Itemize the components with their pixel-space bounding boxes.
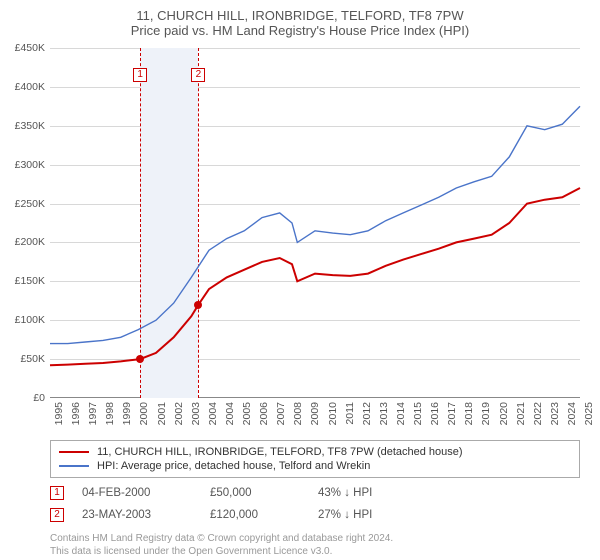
x-axis-tick-label: 2013 bbox=[378, 402, 390, 425]
x-axis-tick-label: 2007 bbox=[275, 402, 287, 425]
legend-label: HPI: Average price, detached house, Telf… bbox=[97, 460, 370, 472]
chart-title-line2: Price paid vs. HM Land Registry's House … bbox=[0, 23, 600, 42]
footer-line2: This data is licensed under the Open Gov… bbox=[50, 545, 580, 558]
x-axis-tick-label: 2003 bbox=[190, 402, 202, 425]
x-axis-tick-label: 2002 bbox=[173, 402, 185, 425]
x-axis-tick-label: 1995 bbox=[53, 402, 65, 425]
legend-item: HPI: Average price, detached house, Telf… bbox=[59, 459, 571, 473]
legend-label: 11, CHURCH HILL, IRONBRIDGE, TELFORD, TF… bbox=[97, 446, 463, 458]
x-axis-tick-label: 2018 bbox=[463, 402, 475, 425]
y-axis-tick-label: £200K bbox=[0, 236, 45, 248]
x-axis-tick-label: 1999 bbox=[121, 402, 133, 425]
sale-marker-icon: 2 bbox=[50, 508, 64, 522]
sale-row: 1 04-FEB-2000 £50,000 43% ↓ HPI bbox=[50, 482, 580, 504]
series-line-hpi bbox=[50, 106, 580, 343]
sales-table: 1 04-FEB-2000 £50,000 43% ↓ HPI 2 23-MAY… bbox=[50, 482, 580, 526]
x-axis-tick-label: 2023 bbox=[549, 402, 561, 425]
x-axis-tick-label: 2019 bbox=[480, 402, 492, 425]
y-axis-tick-label: £0 bbox=[0, 392, 45, 404]
sale-point-marker bbox=[136, 355, 144, 363]
x-axis-tick-label: 2005 bbox=[241, 402, 253, 425]
x-axis-tick-label: 2025 bbox=[583, 402, 595, 425]
sale-diff: 27% ↓ HPI bbox=[318, 509, 438, 521]
x-axis-tick-label: 1997 bbox=[87, 402, 99, 425]
x-axis-tick-label: 1998 bbox=[104, 402, 116, 425]
x-axis-tick-label: 2022 bbox=[532, 402, 544, 425]
x-axis-tick-label: 2011 bbox=[344, 402, 356, 425]
sale-index-label: 2 bbox=[191, 68, 205, 82]
y-axis-tick-label: £150K bbox=[0, 275, 45, 287]
y-axis-tick-label: £100K bbox=[0, 314, 45, 326]
sale-date: 04-FEB-2000 bbox=[82, 487, 192, 499]
chart-title-line1: 11, CHURCH HILL, IRONBRIDGE, TELFORD, TF… bbox=[0, 0, 600, 23]
legend-swatch bbox=[59, 451, 89, 453]
footer-line1: Contains HM Land Registry data © Crown c… bbox=[50, 532, 580, 545]
x-axis-tick-label: 2004 bbox=[207, 402, 219, 425]
x-axis-tick-label: 2014 bbox=[395, 402, 407, 425]
y-axis-tick-label: £350K bbox=[0, 120, 45, 132]
x-axis-tick-label: 2006 bbox=[258, 402, 270, 425]
sale-price: £120,000 bbox=[210, 509, 300, 521]
legend-item: 11, CHURCH HILL, IRONBRIDGE, TELFORD, TF… bbox=[59, 445, 571, 459]
sale-index-label: 1 bbox=[133, 68, 147, 82]
sale-row: 2 23-MAY-2003 £120,000 27% ↓ HPI bbox=[50, 504, 580, 526]
x-axis-tick-label: 2000 bbox=[138, 402, 150, 425]
y-axis-tick-label: £300K bbox=[0, 159, 45, 171]
x-axis-tick-label: 2012 bbox=[361, 402, 373, 425]
legend-swatch bbox=[59, 465, 89, 467]
x-axis-tick-label: 2015 bbox=[412, 402, 424, 425]
sale-diff: 43% ↓ HPI bbox=[318, 487, 438, 499]
chart-area: £0£50K£100K£150K£200K£250K£300K£350K£400… bbox=[50, 48, 580, 398]
footer-attribution: Contains HM Land Registry data © Crown c… bbox=[50, 532, 580, 558]
series-line-property bbox=[50, 188, 580, 365]
sale-price: £50,000 bbox=[210, 487, 300, 499]
x-axis-tick-label: 2021 bbox=[515, 402, 527, 425]
x-axis-tick-label: 2001 bbox=[156, 402, 168, 425]
y-axis-tick-label: £50K bbox=[0, 353, 45, 365]
sale-date: 23-MAY-2003 bbox=[82, 509, 192, 521]
y-axis-tick-label: £400K bbox=[0, 81, 45, 93]
sale-point-marker bbox=[194, 301, 202, 309]
x-axis-tick-label: 2016 bbox=[429, 402, 441, 425]
x-axis-tick-label: 2017 bbox=[446, 402, 458, 425]
x-axis-tick-label: 2010 bbox=[327, 402, 339, 425]
x-axis-tick-label: 2020 bbox=[498, 402, 510, 425]
x-axis-tick-label: 2009 bbox=[309, 402, 321, 425]
plot-region: £0£50K£100K£150K£200K£250K£300K£350K£400… bbox=[50, 48, 580, 398]
legend: 11, CHURCH HILL, IRONBRIDGE, TELFORD, TF… bbox=[50, 440, 580, 478]
x-axis-tick-label: 2024 bbox=[566, 402, 578, 425]
y-axis-tick-label: £450K bbox=[0, 42, 45, 54]
x-axis-tick-label: 2008 bbox=[292, 402, 304, 425]
sale-marker-icon: 1 bbox=[50, 486, 64, 500]
y-axis-tick-label: £250K bbox=[0, 198, 45, 210]
x-axis-tick-label: 2004 bbox=[224, 402, 236, 425]
x-axis-tick-label: 1996 bbox=[70, 402, 82, 425]
